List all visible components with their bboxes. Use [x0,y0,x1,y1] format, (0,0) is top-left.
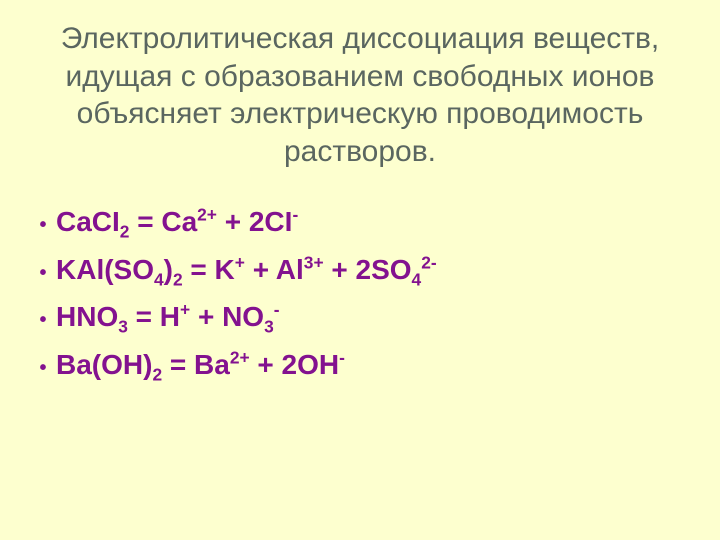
bullet-icon: • [30,351,56,385]
bullet-icon: • [30,208,56,242]
equation-formula: Ba(OH)2 = Ba2+ + 2OH- [56,341,345,389]
equation-formula: HNO3 = H+ + NO3- [56,293,280,341]
bullet-icon: • [30,256,56,290]
equation-row: • KAl(SO4)2 = K+ + Al3+ + 2SO42- [30,246,690,294]
equation-row: • HNO3 = H+ + NO3- [30,293,690,341]
bullet-icon: • [30,303,56,337]
equation-row: • Ba(OH)2 = Ba2+ + 2OH- [30,341,690,389]
equation-formula: KAl(SO4)2 = K+ + Al3+ + 2SO42- [56,246,437,294]
slide-title: Электролитическая диссоциация веществ, и… [40,20,680,170]
equation-row: • CaCI2 = Ca2+ + 2CI- [30,198,690,246]
equations-list: • CaCI2 = Ca2+ + 2CI- • KAl(SO4)2 = K+ +… [30,198,690,388]
equation-formula: CaCI2 = Ca2+ + 2CI- [56,198,298,246]
